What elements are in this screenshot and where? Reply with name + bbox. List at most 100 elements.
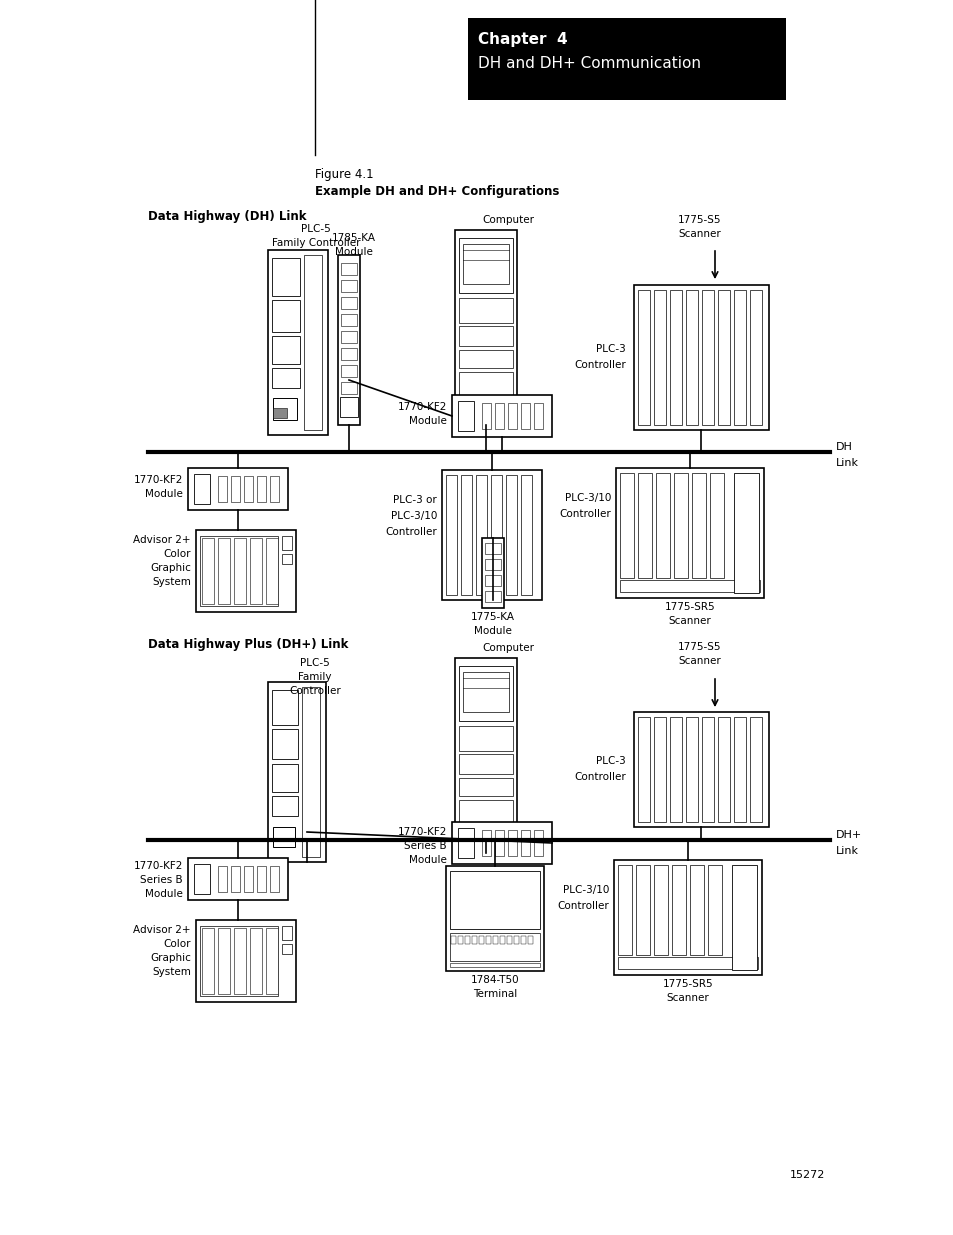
Bar	[505, 475, 517, 595]
Bar	[749, 718, 761, 823]
Bar	[689, 864, 703, 955]
Bar	[268, 249, 328, 435]
Text: 1775-SR5: 1775-SR5	[662, 979, 713, 989]
Bar	[272, 764, 297, 792]
Bar	[616, 468, 763, 598]
Text: Family Controller: Family Controller	[272, 238, 360, 248]
Bar	[250, 927, 262, 994]
Bar	[534, 403, 542, 429]
Text: Graphic: Graphic	[150, 563, 191, 573]
Bar	[457, 936, 462, 944]
Bar	[499, 936, 504, 944]
Bar	[472, 936, 476, 944]
Bar	[733, 290, 745, 425]
Bar	[446, 475, 456, 595]
Bar	[340, 263, 356, 275]
Text: Controller: Controller	[289, 685, 340, 697]
Text: Scanner: Scanner	[666, 993, 709, 1003]
Text: 1785-KA: 1785-KA	[332, 233, 375, 243]
Bar	[685, 290, 698, 425]
Bar	[452, 823, 552, 864]
Text: Module: Module	[474, 626, 512, 636]
Bar	[520, 830, 530, 856]
Bar	[231, 475, 240, 501]
Bar	[638, 473, 651, 578]
Bar	[733, 473, 759, 593]
Text: Figure 4.1: Figure 4.1	[314, 168, 374, 182]
Bar	[634, 713, 768, 827]
Bar	[671, 864, 685, 955]
Bar	[266, 538, 277, 604]
Text: Family: Family	[298, 672, 332, 682]
Text: 15272: 15272	[789, 1170, 824, 1179]
Bar	[527, 936, 533, 944]
Bar	[218, 538, 230, 604]
Bar	[282, 944, 292, 953]
Bar	[707, 864, 721, 955]
Bar	[485, 936, 491, 944]
Text: System: System	[152, 577, 191, 587]
Text: Module: Module	[409, 416, 447, 426]
Bar	[446, 866, 543, 971]
Bar	[460, 475, 472, 595]
Bar	[718, 290, 729, 425]
Bar	[534, 830, 542, 856]
Bar	[619, 473, 634, 578]
Bar	[464, 936, 470, 944]
Text: Color: Color	[163, 550, 191, 559]
Text: 1770-KF2: 1770-KF2	[397, 827, 447, 837]
Bar	[484, 576, 500, 585]
Bar	[340, 382, 356, 394]
Text: Scanner: Scanner	[678, 656, 720, 666]
Bar	[302, 687, 319, 857]
Bar	[701, 290, 713, 425]
Bar	[656, 473, 669, 578]
Text: Module: Module	[145, 489, 183, 499]
Bar	[244, 475, 253, 501]
Bar	[451, 936, 456, 944]
Bar	[484, 592, 500, 601]
Text: Controller: Controller	[574, 359, 625, 370]
Text: 1775-KA: 1775-KA	[471, 613, 515, 622]
Text: Module: Module	[335, 247, 373, 257]
Bar	[188, 468, 288, 510]
Text: 1775-SR5: 1775-SR5	[664, 601, 715, 613]
Bar	[733, 718, 745, 823]
Text: DH+: DH+	[835, 830, 862, 840]
Bar	[272, 797, 297, 816]
Text: 1770-KF2: 1770-KF2	[397, 403, 447, 412]
Bar	[273, 827, 294, 847]
Text: Controller: Controller	[557, 902, 608, 911]
Bar	[200, 536, 277, 606]
Bar	[450, 871, 539, 929]
Bar	[749, 290, 761, 425]
Bar	[484, 559, 500, 571]
Text: 1784-T50: 1784-T50	[470, 974, 518, 986]
Bar	[272, 729, 297, 760]
Text: Color: Color	[163, 939, 191, 948]
Text: Module: Module	[145, 889, 183, 899]
Bar	[458, 326, 513, 346]
Text: Controller: Controller	[385, 527, 436, 537]
Bar	[458, 755, 513, 774]
Text: PLC-5: PLC-5	[300, 658, 330, 668]
Bar	[458, 350, 513, 368]
Bar	[514, 936, 518, 944]
Bar	[188, 858, 288, 900]
Text: Module: Module	[409, 855, 447, 864]
Bar	[250, 538, 262, 604]
Text: Data Highway Plus (DH+) Link: Data Highway Plus (DH+) Link	[148, 638, 348, 651]
Bar	[339, 396, 357, 417]
Bar	[718, 718, 729, 823]
Bar	[691, 473, 705, 578]
Bar	[272, 336, 299, 364]
Bar	[268, 682, 326, 862]
Text: DH and DH+ Communication: DH and DH+ Communication	[477, 56, 700, 70]
Text: Controller: Controller	[574, 772, 625, 782]
Text: Computer: Computer	[481, 215, 534, 225]
Bar	[462, 245, 509, 284]
Bar	[638, 290, 649, 425]
Bar	[273, 408, 287, 417]
Text: Controller: Controller	[558, 509, 610, 519]
Bar	[270, 866, 278, 892]
